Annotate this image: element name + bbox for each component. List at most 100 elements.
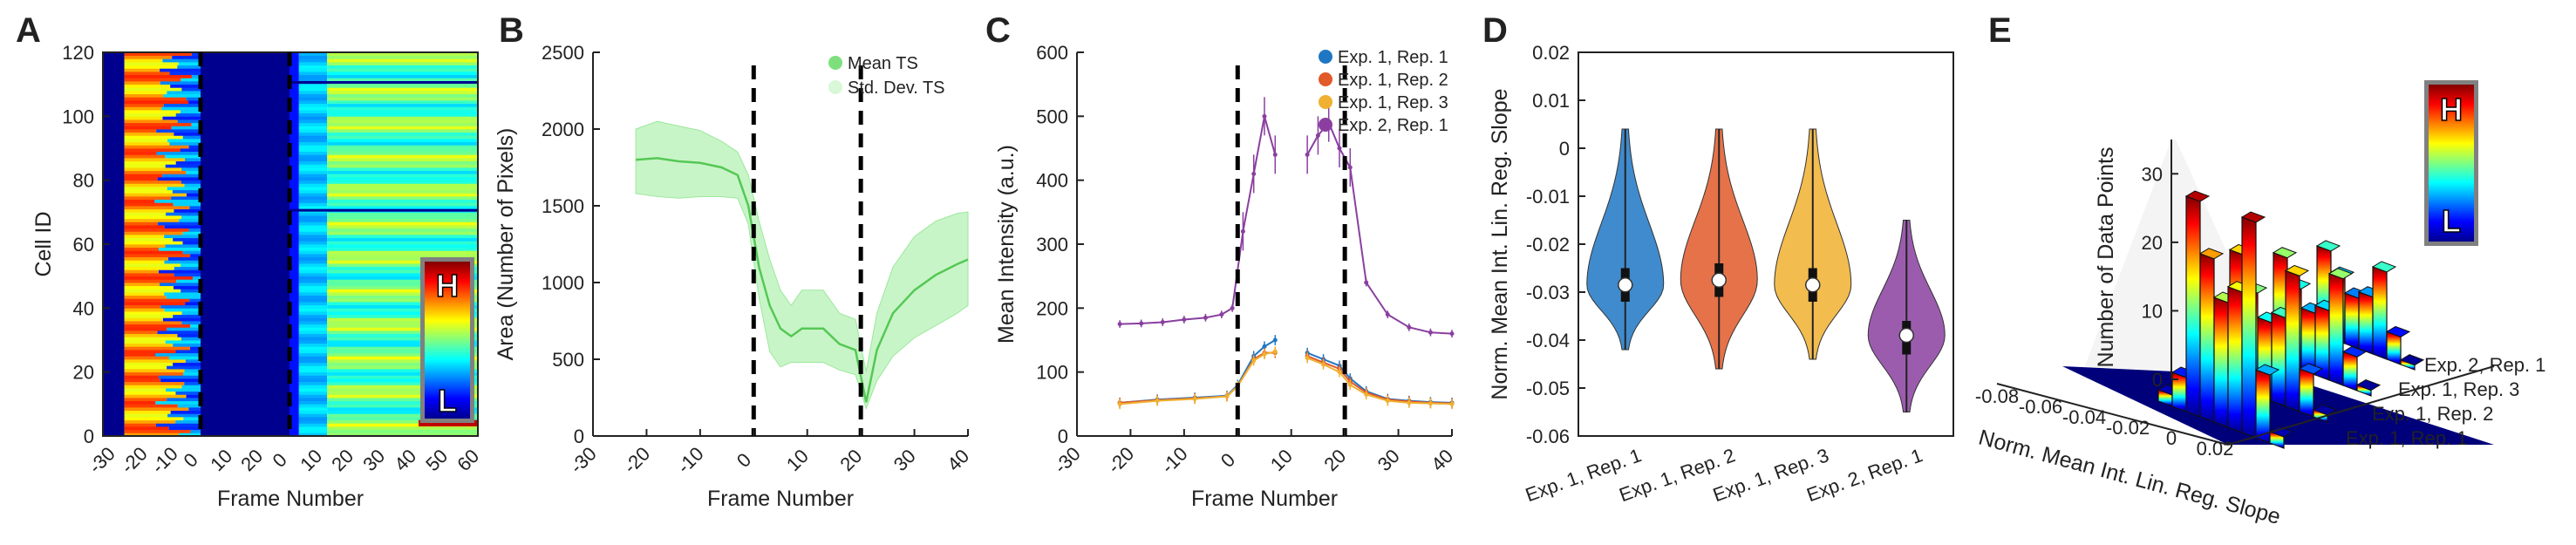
heatmap-cell <box>201 276 290 280</box>
heatmap-cell <box>327 407 478 412</box>
heatmap-cell <box>327 388 478 392</box>
heatmap-cell <box>186 170 201 174</box>
heatmap-cell <box>327 417 478 421</box>
heatmap-cell <box>298 362 328 366</box>
heatmap-cell <box>103 215 125 220</box>
panel-e-bar-front <box>2299 367 2314 418</box>
heatmap-cell <box>290 58 299 63</box>
heatmap-cell <box>181 311 201 316</box>
heatmap-cell <box>290 65 299 69</box>
heatmap-cell <box>172 189 201 194</box>
heatmap-cell <box>290 78 299 82</box>
heatmap-cell <box>327 84 478 88</box>
heatmap-cell <box>124 170 187 174</box>
panel-c-point <box>1262 351 1267 357</box>
panel-a-ytick-label: 60 <box>73 234 94 255</box>
heatmap-cell <box>201 91 290 95</box>
heatmap-cell <box>298 58 328 63</box>
heatmap-cell <box>103 87 125 92</box>
heatmap-cell <box>103 225 125 229</box>
panel-c-point <box>1203 315 1208 320</box>
heatmap-cell <box>298 391 328 395</box>
panel-c-legend-label: Exp. 1, Rep. 3 <box>1338 93 1448 112</box>
panel-e-xtick-label: -0.02 <box>2106 417 2150 439</box>
heatmap-cell <box>103 311 125 316</box>
heatmap-cell <box>186 193 201 197</box>
heatmap-cell <box>290 244 299 249</box>
heatmap-cell <box>166 212 201 216</box>
heatmap-cell <box>103 183 125 187</box>
heatmap-cell <box>201 340 290 344</box>
heatmap-cell <box>298 433 328 437</box>
heatmap-cell <box>327 221 478 226</box>
heatmap-cell <box>201 433 290 437</box>
heatmap-cell <box>201 132 290 136</box>
heatmap-cell <box>290 170 299 174</box>
panel-c-xtick-label: -10 <box>1156 443 1191 478</box>
heatmap-cell <box>124 141 170 146</box>
panel-b-ytick-label: 1000 <box>542 272 584 294</box>
heatmap-cell <box>186 97 201 101</box>
heatmap-cell <box>124 119 178 124</box>
heatmap-cell <box>103 289 125 293</box>
panel-c-point <box>1385 312 1390 317</box>
panel-e-bar-top <box>2341 345 2368 358</box>
heatmap-cell <box>124 304 161 309</box>
heatmap-cell <box>298 187 328 191</box>
heatmap-cell <box>201 371 290 376</box>
heatmap-cell <box>103 164 125 168</box>
panel-b-ytick-label: 500 <box>552 349 584 371</box>
heatmap-cell <box>170 410 201 414</box>
heatmap-cell <box>173 362 201 366</box>
heatmap-cell <box>327 177 478 181</box>
legend-mean-label: Mean TS <box>848 54 918 73</box>
heatmap-cell <box>290 419 299 424</box>
panel-e-bar-top <box>2399 354 2425 366</box>
heatmap-cell <box>190 324 201 328</box>
heatmap-cell <box>124 254 191 258</box>
heatmap-cell <box>298 112 328 117</box>
heatmap-cell <box>290 400 299 405</box>
panel-d-median <box>1805 277 1821 293</box>
heatmap-cell <box>290 212 299 216</box>
heatmap-cell <box>290 202 299 207</box>
panel-b-std-band <box>635 120 969 410</box>
heatmap-cell <box>298 139 328 143</box>
panel-c-legend-label: Exp. 1, Rep. 2 <box>1338 71 1448 90</box>
heatmap-cell <box>124 369 185 373</box>
panel-e-bar-top <box>2327 268 2354 280</box>
heatmap-cell <box>201 337 290 341</box>
panel-c-point <box>1139 321 1144 326</box>
heatmap-cell <box>103 170 125 174</box>
heatmap-cell <box>124 340 166 344</box>
heatmap-cell <box>201 298 290 303</box>
heatmap-cell <box>290 193 299 197</box>
heatmap-cell <box>290 174 299 178</box>
heatmap-cell <box>124 132 174 136</box>
heatmap-cell <box>201 359 290 364</box>
heatmap-cell <box>177 65 201 69</box>
panel-c-point <box>1385 399 1390 404</box>
heatmap-cell <box>327 371 478 376</box>
heatmap-cell <box>298 154 328 159</box>
heatmap-cell <box>177 333 201 337</box>
panel-e-bar-top <box>2312 404 2338 416</box>
heatmap-cell <box>201 385 290 389</box>
heatmap-cell <box>298 215 328 220</box>
heatmap-cell <box>298 273 328 277</box>
heatmap-cell <box>201 231 290 235</box>
heatmap-cell <box>290 158 299 162</box>
heatmap-cell <box>298 148 328 153</box>
heatmap-cell <box>298 385 328 389</box>
legend-std-label: Std. Dev. TS <box>848 78 945 98</box>
heatmap-cell <box>290 404 299 408</box>
heatmap-cell <box>103 160 125 165</box>
heatmap-cell <box>103 314 125 318</box>
heatmap-cell <box>298 298 328 303</box>
heatmap-cell <box>201 324 290 328</box>
heatmap-cell <box>103 145 125 149</box>
heatmap-cell <box>124 106 162 111</box>
heatmap-cell <box>124 362 174 366</box>
heatmap-cell <box>164 308 201 312</box>
panel-a-xlabel: Frame Number <box>217 487 364 511</box>
